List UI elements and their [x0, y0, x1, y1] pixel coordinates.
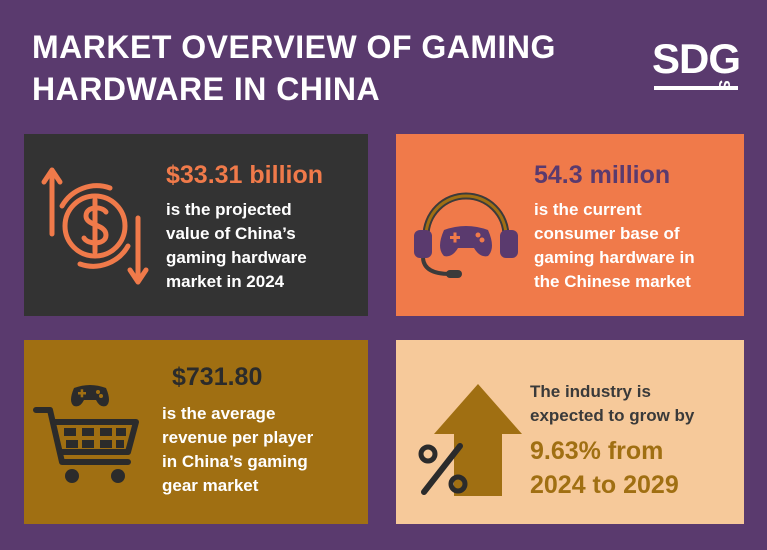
- description-line: gear market: [162, 476, 259, 495]
- description-line: is the average: [162, 404, 276, 423]
- title-line-2: HARDWARE IN CHINA: [32, 71, 381, 107]
- description-line: revenue per player: [162, 428, 314, 447]
- description: is the current consumer base of gaming h…: [534, 198, 734, 294]
- description-line: gaming hardware: [166, 248, 307, 267]
- description: is the average revenue per player in Chi…: [162, 402, 362, 498]
- sdg-logo: SDG S: [652, 36, 748, 106]
- description-line: The industry is: [530, 382, 651, 401]
- logo-text: SDG: [652, 35, 741, 82]
- headline-line-1: 9.63% from: [530, 437, 664, 465]
- stat-card-growth: The industry is expected to grow by 9.63…: [396, 340, 744, 524]
- stat-card-arpu: $731.80 is the average revenue per playe…: [24, 340, 368, 524]
- description-line: the Chinese market: [534, 272, 691, 291]
- description-line: gaming hardware in: [534, 248, 695, 267]
- page-title: MARKET OVERVIEW OF GAMING HARDWARE IN CH…: [32, 26, 556, 110]
- stat-card-market-value: $33.31 billion is the projected value of…: [24, 134, 368, 316]
- growth-arrow-percent-icon: [418, 384, 522, 496]
- description-line: in China’s gaming: [162, 452, 308, 471]
- title-line-1: MARKET OVERVIEW OF GAMING: [32, 29, 556, 65]
- headline: $731.80: [172, 363, 263, 391]
- description: The industry is expected to grow by: [530, 380, 730, 428]
- gaming-headset-icon: [414, 192, 518, 278]
- dollar-cycle-icon: [41, 167, 149, 285]
- description-line: is the current: [534, 200, 642, 219]
- logo-sub-text: S: [715, 80, 732, 91]
- description-line: consumer base of: [534, 224, 680, 243]
- description-line: expected to grow by: [530, 406, 695, 425]
- logo-underline: [654, 86, 738, 90]
- description-line: is the projected: [166, 200, 292, 219]
- description-line: value of China’s: [166, 224, 296, 243]
- description-line: market in 2024: [166, 272, 285, 291]
- headline-line-2: 2024 to 2029: [530, 471, 679, 499]
- description: is the projected value of China’s gaming…: [166, 198, 356, 294]
- stat-card-consumer-base: 54.3 million is the current consumer bas…: [396, 134, 744, 316]
- controller-cart-icon: [33, 385, 139, 483]
- headline: 54.3 million: [534, 161, 671, 189]
- headline: $33.31 billion: [166, 161, 324, 189]
